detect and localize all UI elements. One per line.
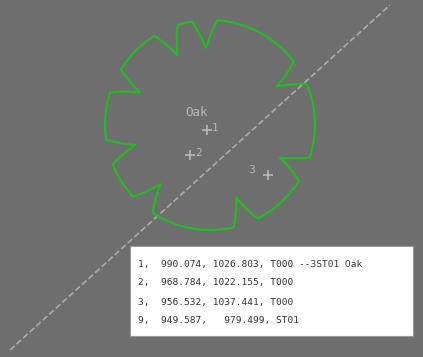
Text: 1: 1 (212, 123, 219, 133)
Text: 3,  956.532, 1037.441, T000: 3, 956.532, 1037.441, T000 (138, 297, 293, 307)
Text: 2,  968.784, 1022.155, T000: 2, 968.784, 1022.155, T000 (138, 278, 293, 287)
Text: 3: 3 (248, 165, 255, 175)
Text: Oak: Oak (185, 106, 208, 119)
Bar (130, 246, 413, 336)
Text: 2: 2 (195, 148, 202, 158)
Text: 1,  990.074, 1026.803, T000 --3ST01 Oak: 1, 990.074, 1026.803, T000 --3ST01 Oak (138, 260, 362, 268)
Text: 9,  949.587,   979.499, ST01: 9, 949.587, 979.499, ST01 (138, 317, 299, 326)
